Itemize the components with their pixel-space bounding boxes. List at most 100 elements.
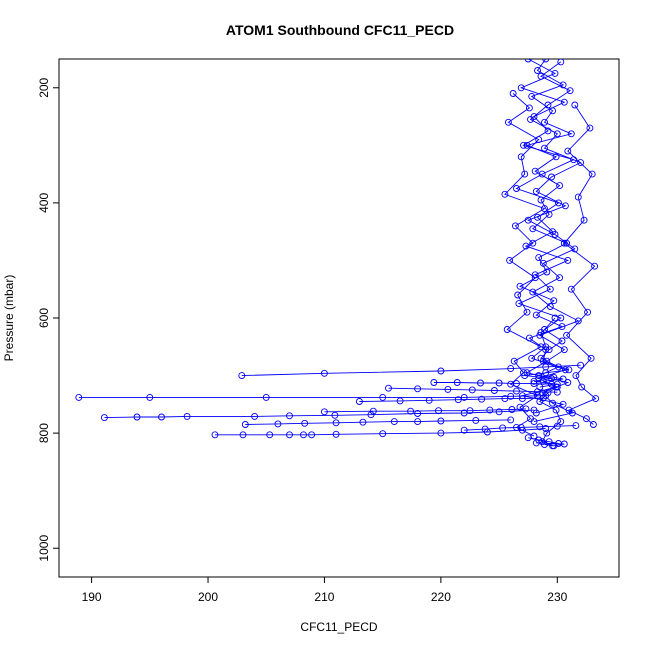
data-point: [531, 167, 539, 175]
data-point: [525, 104, 533, 112]
data-point: [407, 407, 415, 415]
data-point: [582, 415, 590, 423]
x-tick-label: 190: [82, 590, 102, 604]
series-line: [504, 93, 546, 437]
data-point: [501, 395, 509, 403]
data-point: [332, 419, 340, 427]
chart-title: ATOM1 Southbound CFC11_PECD: [226, 22, 454, 38]
data-point: [563, 331, 571, 339]
data-point: [550, 442, 558, 450]
data-point: [478, 395, 486, 403]
data-point: [238, 372, 246, 380]
data-point: [561, 366, 569, 374]
data-point: [146, 393, 154, 401]
data-point: [545, 346, 553, 354]
data-point: [369, 407, 377, 415]
data-point: [550, 297, 558, 305]
data-point: [572, 372, 580, 380]
data-point: [528, 354, 536, 362]
data-point: [507, 416, 515, 424]
data-point: [548, 380, 555, 388]
series-line: [241, 364, 581, 377]
data-point: [546, 285, 554, 293]
data-point: [551, 231, 559, 238]
data-point: [453, 379, 461, 386]
data-point: [477, 379, 484, 387]
data-point: [538, 170, 546, 178]
data-point: [565, 406, 573, 414]
data-point: [521, 170, 529, 178]
series-line: [563, 104, 597, 425]
data-point: [460, 393, 468, 401]
data-point: [503, 326, 511, 333]
data-point: [437, 417, 445, 425]
data-point: [574, 193, 582, 201]
data-point: [437, 429, 445, 437]
data-point: [550, 373, 558, 381]
data-point: [542, 59, 550, 63]
data-point: [251, 412, 259, 420]
data-point: [559, 375, 567, 383]
data-point: [524, 59, 532, 63]
data-point: [524, 434, 532, 442]
data-point: [301, 419, 309, 427]
data-point: [490, 387, 498, 394]
data-point: [537, 343, 545, 351]
data-point: [577, 159, 585, 167]
y-tick-label: 600: [37, 308, 51, 328]
data-point: [572, 422, 580, 430]
data-point: [545, 210, 553, 218]
data-point: [536, 331, 544, 339]
series-11: [320, 405, 530, 416]
data-point: [274, 420, 282, 428]
data-point: [508, 406, 516, 413]
data-point: [506, 256, 514, 264]
data-point: [133, 413, 141, 421]
data-point: [535, 254, 543, 262]
x-tick-label: 200: [198, 590, 218, 604]
data-point: [546, 303, 554, 310]
data-point: [379, 430, 387, 438]
data-point: [589, 421, 597, 428]
data-point: [571, 101, 579, 109]
data-point: [537, 354, 545, 362]
data-point: [100, 414, 108, 422]
data-point: [158, 413, 165, 421]
data-point: [286, 431, 293, 439]
data-point: [414, 410, 422, 417]
data-point: [320, 369, 328, 377]
series-line: [78, 395, 546, 398]
data-point: [514, 291, 522, 299]
data-point: [522, 405, 530, 413]
data-point: [472, 416, 480, 424]
series-line: [464, 425, 576, 431]
data-point: [486, 406, 494, 414]
data-point: [577, 361, 585, 369]
series-line: [324, 408, 526, 413]
y-tick-label: 200: [37, 77, 51, 97]
data-point: [530, 406, 538, 414]
data-point: [567, 285, 575, 293]
data-point: [586, 124, 594, 132]
data-point: [559, 400, 567, 408]
data-point: [454, 396, 462, 404]
data-point: [544, 101, 552, 109]
data-point: [534, 388, 541, 396]
data-point: [517, 423, 525, 431]
data-point: [499, 424, 507, 432]
data-point: [513, 185, 520, 192]
data-point: [564, 256, 572, 264]
data-point: [414, 385, 422, 393]
data-point: [564, 379, 572, 386]
data-point: [528, 92, 536, 100]
data-point: [239, 431, 247, 439]
data-point: [520, 369, 527, 377]
data-point: [556, 274, 564, 282]
data-point: [385, 384, 392, 392]
data-point: [266, 431, 274, 439]
x-tick-label: 230: [547, 590, 567, 604]
data-point: [535, 372, 543, 380]
series-13: [355, 394, 547, 405]
data-point: [560, 440, 568, 448]
